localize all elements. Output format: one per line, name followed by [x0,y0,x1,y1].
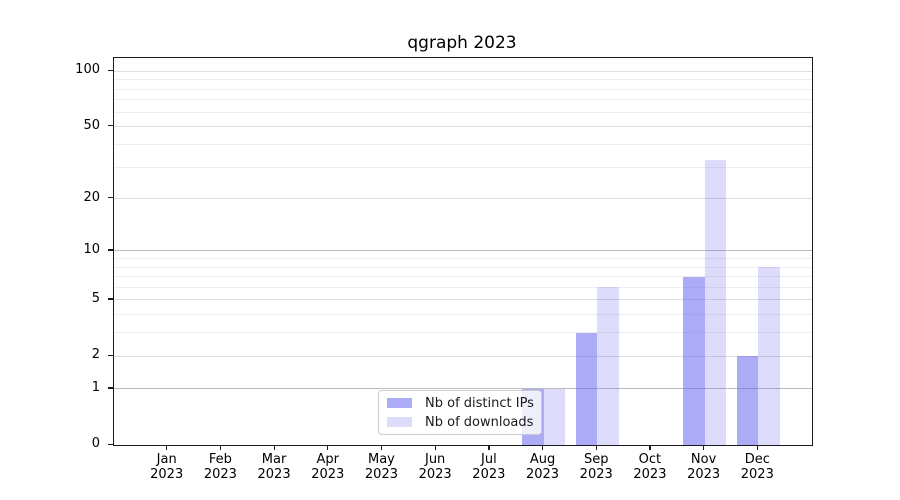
x-tick-label: Sep 2023 [579,452,613,482]
gridline-minor [114,314,812,316]
gridline-major [114,355,812,357]
y-tick-label: 20 [83,189,100,205]
bar-distinct-ips [683,276,705,445]
bar-downloads [597,287,619,445]
y-tick-mark [108,443,113,445]
gridline-major [114,299,812,301]
x-tick-label: Oct 2023 [633,452,667,482]
x-tick-label: Apr 2023 [311,452,345,482]
legend-swatch-downloads [387,417,412,427]
x-tick-mark [703,445,705,450]
y-tick-mark [108,387,113,389]
x-tick-label: May 2023 [364,452,398,482]
y-tick-label: 5 [91,290,100,306]
y-tick-label: 2 [91,347,100,363]
legend-label-downloads: Nb of downloads [425,414,534,430]
x-tick-mark [649,445,651,450]
gridline-minor [114,266,812,268]
legend-swatch-distinct-ips [387,398,412,408]
bar-downloads [758,267,780,445]
x-tick-label: Jun 2023 [418,452,452,482]
bars-layer [114,58,812,445]
y-tick-mark [108,249,113,251]
y-tick-label: 1 [91,379,100,395]
gridline-minor [114,258,812,260]
gridline-minor [114,111,812,113]
x-tick-mark [488,445,490,450]
y-tick-mark [108,298,113,300]
x-tick-label: Jul 2023 [472,452,506,482]
y-tick-mark [108,197,113,199]
chart-title: qgraph 2023 [407,33,517,53]
bar-distinct-ips [736,356,759,445]
legend-label-distinct-ips: Nb of distinct IPs [425,395,534,411]
y-tick-mark [108,125,113,127]
x-tick-label: Aug 2023 [525,452,560,482]
x-tick-label: Nov 2023 [687,452,721,482]
x-tick-mark [756,445,758,450]
gridline-minor [114,166,812,168]
y-tick-label: 10 [83,241,100,257]
y-tick-label: 50 [83,117,100,133]
gridline-minor [114,332,812,334]
bar-downloads [704,159,727,445]
y-tick-label: 0 [91,436,100,451]
gridline-major [114,250,812,252]
x-tick-mark [219,445,222,450]
x-tick-label: Dec 2023 [740,452,774,482]
x-tick-mark [595,445,597,450]
bar-distinct-ips [575,332,598,445]
x-tick-mark [542,445,544,450]
x-tick-mark [166,445,168,450]
x-tick-mark [327,445,329,450]
gridline-major [114,70,812,72]
x-tick-mark [273,445,275,450]
y-tick-mark [108,354,113,356]
x-tick-mark [434,445,436,450]
gridline-minor [114,88,812,90]
legend-item-distinct-ips: Nb of distinct IPs [385,394,535,413]
y-tick-label: 100 [75,62,100,78]
x-tick-label: Jan 2023 [150,452,184,482]
gridline-minor [114,79,812,81]
legend-item-downloads: Nb of downloads [385,413,535,432]
x-tick-mark [380,445,383,450]
gridline-minor [114,286,812,288]
y-tick-mark [108,69,113,72]
bar-downloads [543,388,566,445]
gridline-minor [114,99,812,101]
legend-box: Nb of distinct IPs Nb of downloads [378,390,542,435]
x-tick-label: Feb 2023 [203,452,237,482]
gridline-minor [114,143,812,145]
x-tick-label: Mar 2023 [257,452,291,482]
gridlines-layer [114,58,812,445]
gridline-major [114,388,812,390]
plot-area: Nb of distinct IPs Nb of downloads [113,57,813,446]
gridline-minor [114,276,812,278]
gridline-major [114,126,812,128]
gridline-major [114,198,812,200]
